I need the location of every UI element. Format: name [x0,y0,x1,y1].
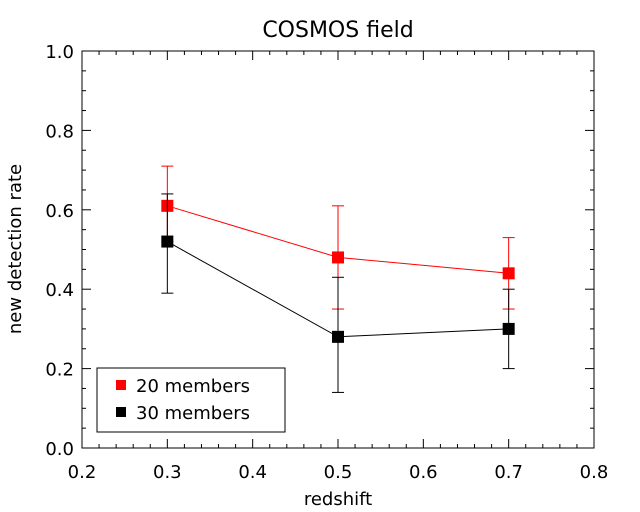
legend: 20 members 30 members [96,367,286,433]
legend-label-30-members: 30 members [136,403,250,424]
data-point [332,251,344,264]
y-tick-label: 0.8 [45,121,74,142]
y-tick-label: 0.4 [45,280,74,301]
y-tick-label: 1.0 [45,42,74,63]
x-tick-label: 0.5 [324,462,353,483]
x-tick-label: 0.8 [580,462,609,483]
y-tick-label: 0.2 [45,360,74,381]
x-tick-label: 0.6 [409,462,438,483]
legend-box [96,367,286,433]
data-point [502,267,515,280]
data-point [502,322,515,335]
x-tick-label: 0.7 [494,462,523,483]
legend-marker-30-members [116,407,126,417]
x-tick-label: 0.4 [238,462,267,483]
axis-ticks [81,50,595,449]
legend-marker-20-members [116,380,126,390]
data-point [161,235,174,248]
x-axis-label: redshift [304,489,372,510]
y-axis-label: new detection rate [5,164,26,334]
legend-label-20-members: 20 members [136,376,250,397]
tick-labels: 0.2 0.3 0.4 0.5 0.6 0.7 0.80.00.20.40.60.81.0 [45,42,608,483]
chart-title: COSMOS field [262,18,413,43]
data-point [332,330,344,343]
y-tick-label: 0.0 [45,439,74,460]
y-tick-label: 0.6 [45,201,74,222]
data-series [161,165,515,393]
series-1 [161,193,515,393]
x-tick-label: 0.3 [153,462,182,483]
x-tick-label: 0.2 [68,462,97,483]
